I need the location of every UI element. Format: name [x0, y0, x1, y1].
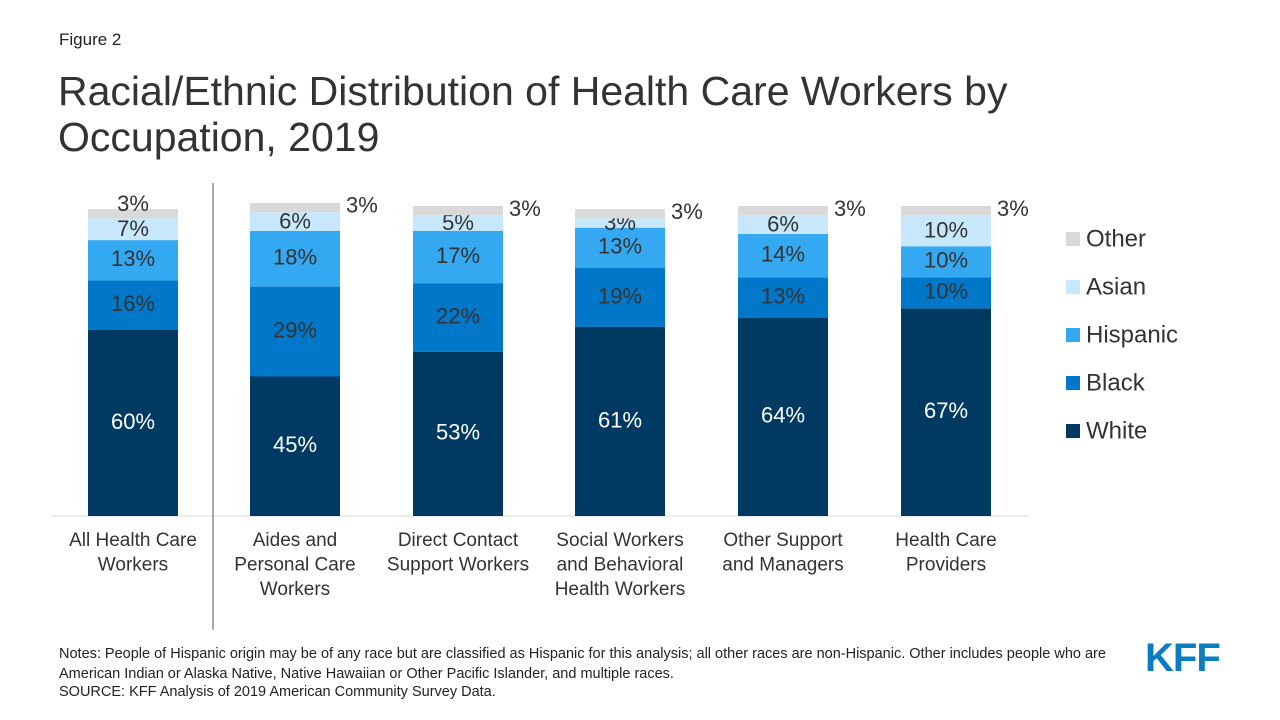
category-label-1-2: Workers: [260, 579, 330, 600]
bar-asian-5: [901, 215, 991, 247]
bar-other-2: [413, 206, 503, 216]
category-label-4-1: and Managers: [722, 555, 843, 576]
data-label-hispanic-4: 14%: [761, 241, 805, 266]
category-label-4-0: Other Support: [723, 530, 843, 551]
bar-white-3: [575, 326, 665, 516]
category-label-0-0: All Health Care: [69, 530, 197, 551]
data-label-white-1: 45%: [273, 432, 317, 457]
data-label-black-0: 16%: [111, 291, 155, 316]
chart-title: Racial/Ethnic Distribution of Health Car…: [58, 68, 1008, 160]
legend-swatch-asian: [1066, 280, 1080, 294]
data-label-white-0: 60%: [111, 409, 155, 434]
bar-black-1: [250, 286, 340, 377]
kff-logo-text: KFF: [1145, 636, 1220, 676]
data-label-hispanic-0: 13%: [111, 246, 155, 271]
bar-hispanic-1: [250, 230, 340, 287]
data-label-white-5: 67%: [924, 398, 968, 423]
legend-label-black: Black: [1086, 369, 1146, 396]
kff-logo: KFF: [1145, 636, 1221, 676]
bar-asian-4: [738, 215, 828, 234]
data-label-black-1: 29%: [273, 317, 317, 342]
category-label-2-0: Direct Contact: [398, 530, 519, 551]
bar-other-3: [575, 209, 665, 219]
data-label-asian-0: 7%: [117, 216, 149, 241]
data-label-hispanic-3: 13%: [598, 234, 642, 259]
bar-other-5: [901, 206, 991, 216]
category-label-5-1: Providers: [906, 555, 986, 576]
legend-label-white: White: [1086, 417, 1147, 444]
data-label-white-4: 64%: [761, 403, 805, 428]
bar-hispanic-5: [901, 246, 991, 278]
legend-swatch-hispanic: [1066, 328, 1080, 342]
data-label-other-4: 3%: [834, 196, 866, 221]
legend-swatch-other: [1066, 232, 1080, 246]
legend-label-hispanic: Hispanic: [1086, 321, 1178, 348]
bar-hispanic-2: [413, 230, 503, 284]
bar-black-4: [738, 277, 828, 318]
category-label-3-2: Health Workers: [555, 579, 686, 600]
bar-asian-3: [575, 218, 665, 228]
notes-text: Notes: People of Hispanic origin may be …: [59, 646, 1106, 682]
data-label-hispanic-1: 18%: [273, 245, 317, 270]
stacked-bar-chart: 60%16%13%7%3%All Health CareWorkers45%29…: [52, 183, 1178, 630]
data-label-asian-5: 10%: [924, 218, 968, 243]
bar-white-4: [738, 317, 828, 516]
category-label-1-0: Aides and: [253, 530, 338, 551]
category-label-3-1: and Behavioral: [557, 555, 684, 576]
bar-black-2: [413, 283, 503, 352]
category-label-2-1: Support Workers: [387, 555, 529, 576]
data-label-hispanic-2: 17%: [436, 243, 480, 268]
data-label-black-4: 13%: [761, 283, 805, 308]
legend-swatch-white: [1066, 424, 1080, 438]
data-label-hispanic-5: 10%: [924, 248, 968, 273]
data-label-other-0: 3%: [117, 191, 149, 216]
bar-white-2: [413, 351, 503, 516]
data-label-asian-1: 6%: [279, 208, 311, 233]
category-label-5-0: Health Care: [895, 530, 996, 551]
bar-asian-2: [413, 215, 503, 231]
legend-swatch-black: [1066, 376, 1080, 390]
data-label-other-1: 3%: [346, 193, 378, 218]
data-label-asian-4: 6%: [767, 211, 799, 236]
bar-black-3: [575, 268, 665, 327]
bar-asian-0: [88, 218, 178, 241]
bar-black-0: [88, 280, 178, 330]
data-label-other-2: 3%: [509, 196, 541, 221]
category-label-1-1: Personal Care: [234, 555, 355, 576]
data-label-white-3: 61%: [598, 407, 642, 432]
bar-other-1: [250, 202, 340, 213]
legend-label-other: Other: [1086, 225, 1146, 252]
bar-asian-1: [250, 212, 340, 231]
source-text: SOURCE: KFF Analysis of 2019 American Co…: [59, 684, 496, 700]
legend-label-asian: Asian: [1086, 273, 1146, 300]
category-label-0-1: Workers: [98, 555, 168, 576]
figure-label: Figure 2: [59, 30, 122, 49]
bar-hispanic-3: [575, 227, 665, 268]
data-label-other-5: 3%: [997, 196, 1029, 221]
bar-black-5: [901, 277, 991, 309]
bar-other-4: [738, 206, 828, 216]
data-label-black-5: 10%: [924, 279, 968, 304]
category-label-3-0: Social Workers: [556, 530, 683, 551]
bar-white-0: [88, 330, 178, 516]
data-label-black-3: 19%: [598, 283, 642, 308]
data-label-black-2: 22%: [436, 303, 480, 328]
bar-hispanic-4: [738, 233, 828, 278]
data-label-other-3: 3%: [671, 199, 703, 224]
data-label-white-2: 53%: [436, 420, 480, 445]
bar-hispanic-0: [88, 240, 178, 281]
bar-white-1: [250, 376, 340, 516]
bar-other-0: [88, 209, 178, 219]
bar-white-5: [901, 308, 991, 516]
